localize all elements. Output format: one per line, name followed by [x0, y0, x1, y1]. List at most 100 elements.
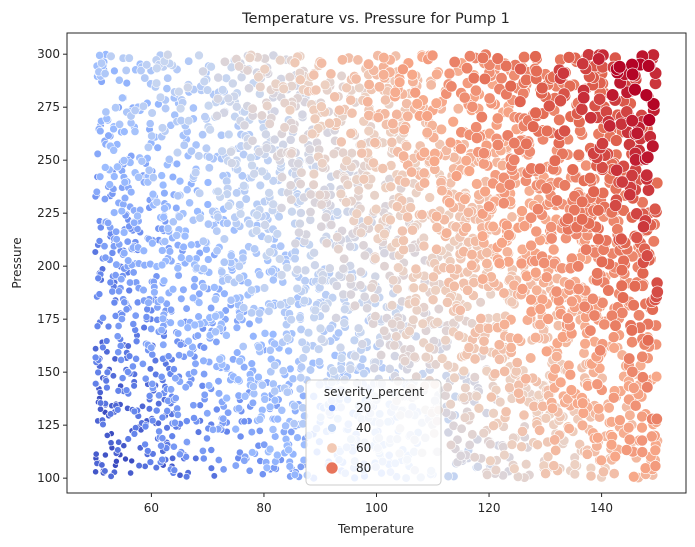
data-point	[316, 199, 327, 210]
data-point	[482, 469, 493, 480]
data-point	[110, 298, 119, 307]
data-point	[212, 246, 222, 256]
data-point	[428, 271, 439, 283]
data-point	[198, 130, 208, 140]
data-point	[136, 66, 146, 76]
data-point	[534, 318, 546, 331]
data-point	[538, 257, 551, 269]
data-point	[235, 273, 245, 283]
data-point	[159, 212, 168, 222]
data-point	[193, 331, 202, 340]
data-point	[262, 100, 273, 111]
data-point	[610, 163, 624, 177]
data-point	[366, 282, 377, 293]
data-point	[432, 316, 443, 328]
data-point	[530, 266, 542, 279]
data-point	[534, 303, 547, 315]
data-point	[532, 439, 543, 451]
data-point	[204, 255, 213, 264]
data-point	[363, 109, 375, 121]
data-point	[212, 337, 221, 346]
data-point	[443, 471, 454, 482]
data-point	[273, 414, 282, 424]
data-point	[221, 306, 230, 315]
data-point	[194, 50, 204, 61]
data-point	[281, 421, 290, 431]
data-point	[547, 243, 560, 256]
data-point	[182, 82, 193, 93]
data-point	[241, 194, 251, 204]
data-point	[168, 172, 178, 182]
data-point	[479, 185, 491, 198]
x-tick-label: 100	[365, 501, 388, 515]
data-point	[268, 176, 278, 186]
data-point	[170, 466, 179, 475]
data-point	[493, 339, 505, 351]
data-point	[540, 124, 554, 138]
data-point	[288, 374, 298, 384]
data-point	[247, 160, 257, 171]
data-point	[628, 280, 642, 293]
data-point	[263, 234, 274, 244]
data-point	[151, 356, 160, 365]
data-point	[177, 294, 186, 303]
data-point	[268, 275, 278, 285]
data-point	[339, 253, 350, 264]
data-point	[650, 370, 663, 383]
data-point	[314, 189, 325, 201]
data-point	[224, 129, 234, 140]
data-point	[244, 219, 255, 229]
data-point	[109, 145, 119, 155]
data-point	[417, 318, 429, 329]
data-point	[188, 342, 197, 352]
data-point	[591, 267, 604, 280]
data-point	[389, 340, 400, 351]
data-point	[508, 137, 521, 150]
data-point	[448, 280, 460, 292]
data-point	[147, 108, 157, 118]
data-point	[620, 444, 633, 456]
data-point	[210, 294, 220, 304]
data-point	[442, 360, 454, 371]
data-point	[99, 420, 107, 429]
data-point	[226, 295, 236, 305]
data-point	[525, 239, 537, 252]
data-point	[101, 253, 110, 262]
data-point	[190, 414, 198, 422]
x-axis-label: Temperature	[337, 522, 414, 536]
data-point	[335, 136, 347, 148]
data-point	[499, 59, 513, 73]
data-point	[164, 352, 173, 361]
data-point	[459, 193, 471, 205]
data-point	[608, 468, 620, 480]
data-point	[175, 351, 184, 360]
data-point	[636, 421, 648, 434]
data-point	[431, 210, 443, 222]
data-point	[356, 147, 368, 159]
data-point	[386, 136, 398, 148]
data-point	[247, 308, 257, 318]
data-point	[483, 92, 496, 105]
data-point	[212, 405, 221, 414]
data-point	[114, 387, 123, 395]
data-point	[491, 112, 504, 125]
data-point	[556, 66, 570, 80]
data-point	[603, 119, 617, 133]
data-point	[605, 88, 620, 102]
data-point	[272, 450, 282, 460]
data-point	[607, 391, 620, 404]
data-point	[580, 243, 593, 256]
data-point	[531, 203, 545, 216]
data-point	[475, 297, 486, 308]
data-point	[124, 435, 132, 443]
data-point	[616, 291, 630, 304]
data-point	[118, 374, 127, 382]
data-point	[205, 124, 215, 135]
data-point	[115, 287, 123, 296]
data-point	[122, 78, 132, 88]
data-point	[295, 384, 305, 394]
data-point	[609, 319, 622, 332]
data-point	[113, 332, 122, 341]
data-point	[386, 300, 398, 311]
data-point	[104, 218, 113, 227]
